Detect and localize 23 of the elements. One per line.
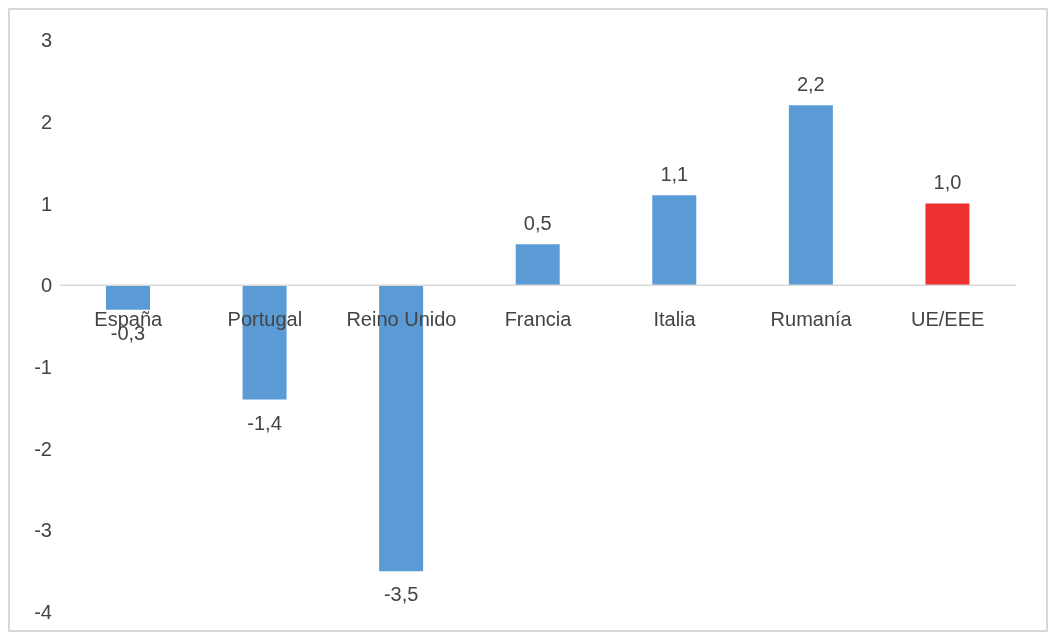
y-tick-label: 3 [40, 29, 52, 52]
y-tick-label: -2 [34, 437, 52, 460]
data-label: 0,5 [523, 212, 552, 235]
y-tick-label: -4 [34, 601, 52, 624]
data-label: 1,1 [660, 163, 689, 186]
bar [515, 244, 560, 286]
bar [106, 285, 150, 310]
y-tick-label: -1 [34, 355, 52, 378]
data-label: -1,4 [247, 411, 282, 434]
x-tick-label: Italia [653, 308, 697, 331]
x-tick-label: UE/EEE [911, 308, 985, 331]
bar [788, 105, 833, 286]
data-label: 2,2 [796, 73, 825, 96]
bar [925, 203, 970, 286]
data-label: -3,5 [383, 583, 419, 606]
x-tick-label: Francia [504, 308, 573, 331]
y-tick-label: 1 [40, 192, 52, 215]
x-tick-label: Rumanía [770, 308, 853, 331]
y-tick-label: -3 [34, 519, 52, 542]
y-tick-label: 0 [40, 274, 52, 297]
data-label: 1,0 [933, 171, 962, 194]
y-tick-label: 2 [40, 110, 52, 133]
bar [652, 195, 697, 286]
